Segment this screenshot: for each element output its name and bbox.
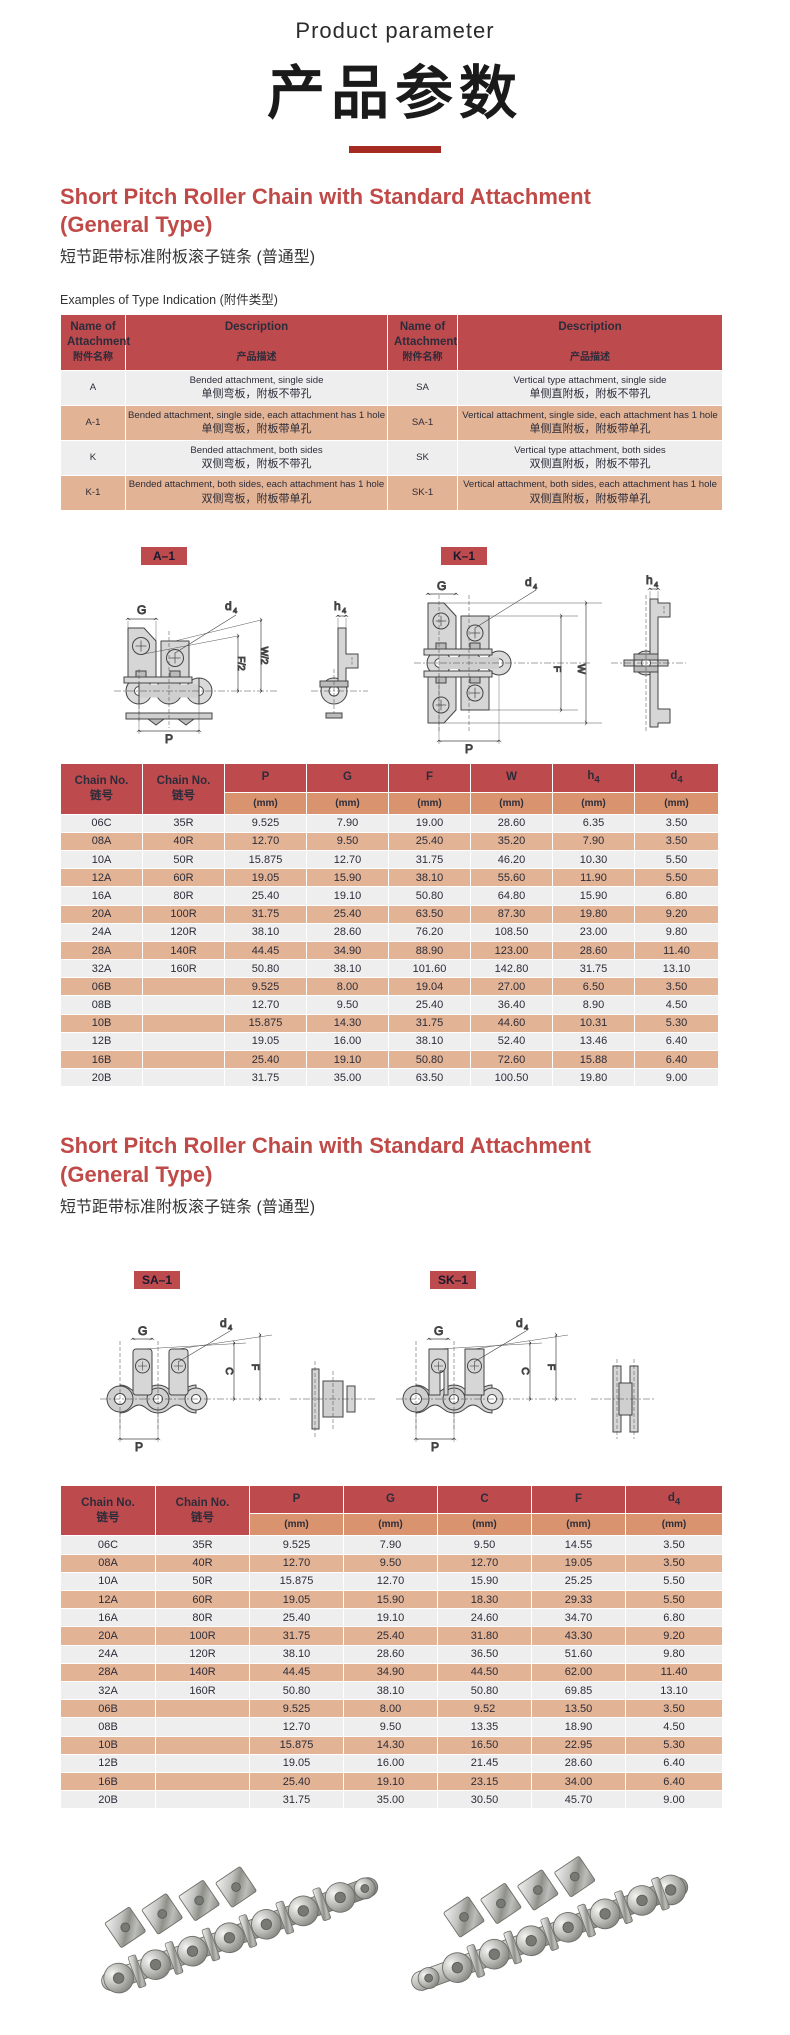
svg-text:d: d: [225, 599, 232, 613]
svg-text:4: 4: [533, 582, 537, 591]
svg-text:4: 4: [228, 1323, 232, 1332]
svg-text:C: C: [223, 1367, 235, 1375]
svg-text:G: G: [137, 603, 146, 617]
svg-text:d: d: [516, 1316, 523, 1330]
svg-text:4: 4: [342, 606, 346, 615]
svg-text:4: 4: [654, 580, 658, 589]
svg-text:W/2: W/2: [258, 646, 269, 664]
svg-text:4: 4: [524, 1323, 528, 1332]
svg-text:d: d: [220, 1316, 227, 1330]
svg-text:P: P: [431, 1440, 439, 1454]
svg-text:F: F: [545, 1364, 557, 1370]
svg-text:4: 4: [233, 606, 237, 615]
svg-text:h: h: [646, 573, 653, 587]
svg-text:F: F: [551, 666, 563, 672]
svg-text:d: d: [525, 575, 532, 589]
svg-text:P: P: [165, 732, 173, 746]
svg-text:P: P: [135, 1440, 143, 1454]
svg-text:h: h: [334, 599, 341, 613]
svg-text:C: C: [519, 1367, 531, 1375]
svg-text:G: G: [437, 579, 446, 593]
svg-text:F: F: [249, 1364, 261, 1370]
svg-text:G: G: [138, 1324, 147, 1338]
svg-text:F/2: F/2: [235, 656, 246, 671]
svg-text:G: G: [434, 1324, 443, 1338]
svg-text:W: W: [575, 664, 587, 674]
svg-text:P: P: [465, 742, 473, 756]
